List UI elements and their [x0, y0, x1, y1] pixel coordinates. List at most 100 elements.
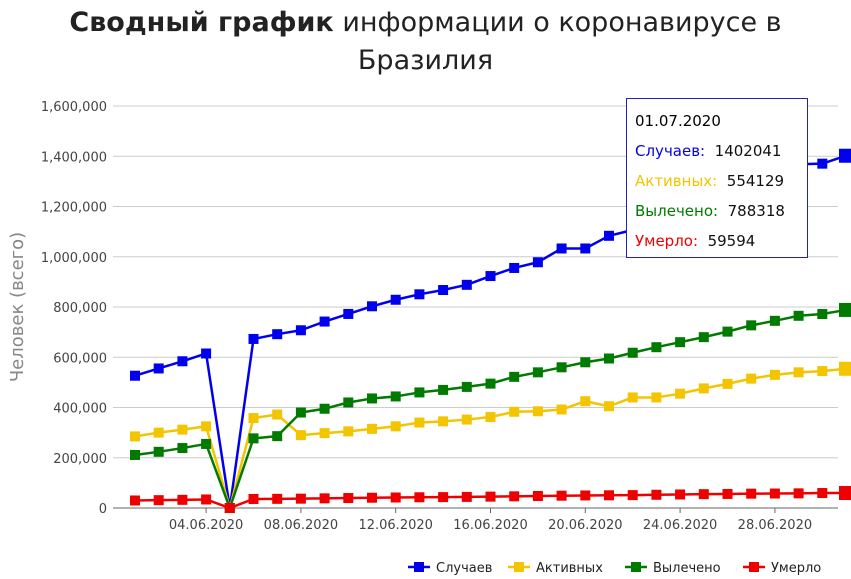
data-point[interactable] — [532, 406, 543, 417]
data-point[interactable] — [390, 421, 401, 432]
data-point[interactable] — [604, 353, 614, 364]
data-point[interactable] — [769, 315, 780, 326]
data-point[interactable] — [485, 271, 496, 282]
legend-item[interactable]: Случаев — [408, 561, 492, 576]
data-point[interactable] — [722, 378, 733, 389]
data-point[interactable] — [675, 489, 686, 500]
data-point[interactable] — [343, 308, 354, 319]
data-point[interactable] — [746, 373, 757, 384]
data-point[interactable] — [343, 426, 354, 437]
legend-item[interactable]: Вылечено — [625, 561, 721, 576]
data-point[interactable] — [319, 428, 330, 439]
data-point[interactable] — [556, 362, 567, 373]
data-point[interactable] — [153, 446, 164, 457]
data-point[interactable] — [532, 367, 543, 378]
data-point[interactable] — [627, 490, 638, 501]
data-point[interactable] — [438, 416, 449, 427]
data-point[interactable] — [675, 388, 686, 399]
data-point[interactable] — [675, 337, 686, 348]
data-point[interactable] — [367, 492, 377, 503]
data-point[interactable] — [414, 387, 425, 398]
data-point[interactable] — [130, 495, 140, 506]
data-point[interactable] — [485, 412, 496, 423]
data-point[interactable] — [153, 363, 164, 374]
data-point[interactable] — [580, 243, 591, 254]
data-point[interactable] — [627, 392, 638, 403]
data-point[interactable] — [390, 492, 401, 503]
data-point[interactable] — [414, 289, 425, 300]
data-point[interactable] — [201, 421, 212, 432]
data-point[interactable] — [485, 378, 496, 389]
data-point[interactable] — [651, 489, 662, 500]
data-point[interactable] — [793, 488, 804, 499]
data-point[interactable] — [651, 392, 662, 403]
data-point[interactable] — [461, 381, 472, 392]
data-point[interactable] — [580, 357, 591, 368]
data-point[interactable] — [461, 414, 472, 425]
data-point[interactable] — [651, 342, 662, 353]
data-point[interactable] — [177, 443, 188, 454]
data-point[interactable] — [509, 262, 520, 273]
data-point[interactable] — [272, 409, 283, 420]
data-point[interactable] — [177, 356, 188, 367]
data-point[interactable] — [839, 361, 851, 376]
data-point[interactable] — [153, 495, 164, 506]
data-point[interactable] — [746, 488, 757, 499]
data-point[interactable] — [438, 384, 449, 395]
data-point[interactable] — [414, 417, 425, 428]
data-point[interactable] — [485, 491, 496, 502]
data-point[interactable] — [580, 396, 591, 407]
data-point[interactable] — [343, 397, 354, 408]
data-point[interactable] — [509, 406, 520, 417]
data-point[interactable] — [509, 491, 520, 502]
data-point[interactable] — [130, 431, 140, 442]
data-point[interactable] — [177, 494, 188, 505]
data-point[interactable] — [532, 491, 543, 502]
data-point[interactable] — [367, 301, 377, 312]
data-point[interactable] — [461, 279, 472, 290]
data-point[interactable] — [130, 449, 140, 460]
data-point[interactable] — [319, 493, 330, 504]
legend-item[interactable]: Умерло — [743, 561, 821, 576]
data-point[interactable] — [272, 431, 283, 442]
data-point[interactable] — [556, 404, 567, 415]
data-point[interactable] — [580, 490, 591, 501]
data-point[interactable] — [248, 413, 259, 424]
data-point[interactable] — [224, 503, 235, 513]
data-point[interactable] — [201, 494, 212, 505]
data-point[interactable] — [817, 366, 828, 377]
data-point[interactable] — [817, 488, 828, 499]
data-point[interactable] — [248, 433, 259, 444]
legend-item[interactable]: Активных — [508, 561, 603, 576]
data-point[interactable] — [130, 370, 140, 381]
data-point[interactable] — [698, 489, 709, 500]
data-point[interactable] — [319, 316, 330, 327]
data-point[interactable] — [390, 391, 401, 402]
data-point[interactable] — [367, 393, 377, 404]
data-point[interactable] — [793, 367, 804, 378]
data-point[interactable] — [177, 424, 188, 435]
data-point[interactable] — [722, 488, 733, 499]
data-point[interactable] — [746, 320, 757, 331]
data-point[interactable] — [295, 325, 306, 336]
data-point[interactable] — [722, 326, 733, 337]
data-point[interactable] — [793, 310, 804, 321]
data-point[interactable] — [201, 438, 212, 449]
data-point[interactable] — [461, 491, 472, 502]
data-point[interactable] — [438, 492, 449, 503]
data-point[interactable] — [839, 486, 851, 501]
data-point[interactable] — [153, 427, 164, 438]
data-point[interactable] — [604, 401, 614, 412]
data-point[interactable] — [367, 423, 377, 434]
data-point[interactable] — [532, 257, 543, 268]
data-point[interactable] — [604, 490, 614, 501]
data-point[interactable] — [201, 348, 212, 359]
data-point[interactable] — [556, 243, 567, 254]
data-point[interactable] — [295, 493, 306, 504]
data-point[interactable] — [248, 333, 259, 344]
data-point[interactable] — [817, 309, 828, 320]
data-point[interactable] — [769, 369, 780, 380]
data-point[interactable] — [627, 347, 638, 358]
data-point[interactable] — [556, 490, 567, 501]
data-point[interactable] — [319, 403, 330, 414]
